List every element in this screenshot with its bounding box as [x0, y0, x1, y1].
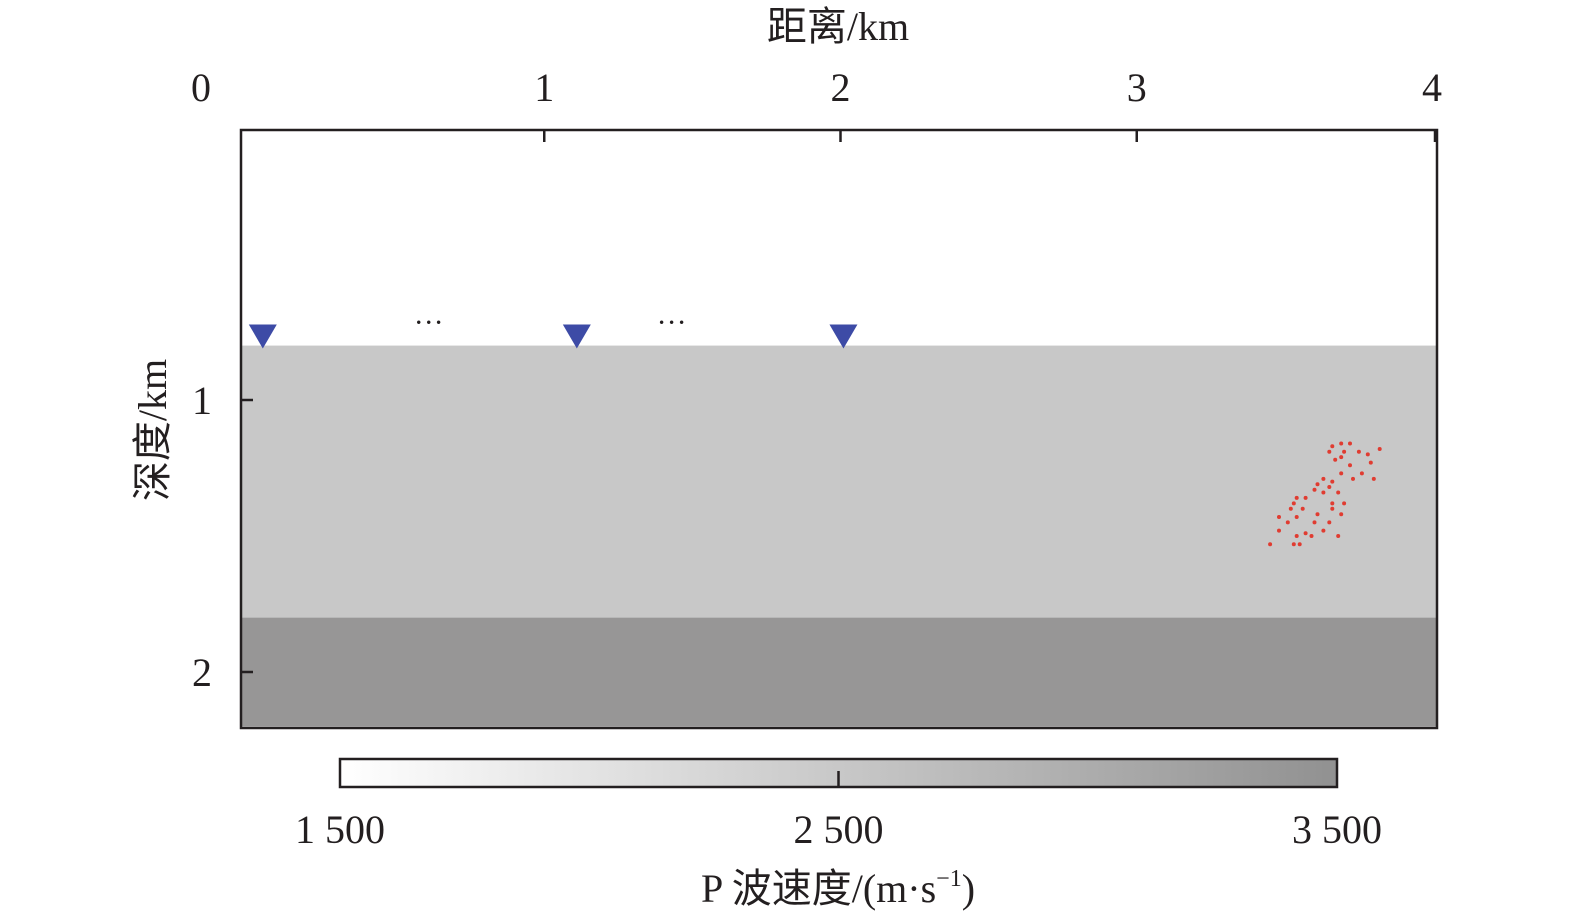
y-axis-ticks: 12 — [192, 378, 253, 695]
colorbar-tick-label: 2 500 — [794, 807, 884, 852]
velocity-layers — [241, 130, 1437, 727]
source-point — [1356, 449, 1361, 454]
source-point — [1339, 441, 1344, 446]
source-point — [1285, 520, 1290, 525]
source-point — [1371, 476, 1376, 481]
source-point — [1321, 476, 1326, 481]
source-point — [1294, 515, 1299, 519]
y-tick-label: 2 — [192, 650, 212, 695]
ellipsis-marks: ··· ··· — [414, 306, 687, 339]
source-point — [1351, 476, 1355, 481]
colorbar-tick-label: 1 500 — [295, 807, 385, 852]
source-point — [1294, 534, 1299, 538]
source-point — [1342, 501, 1347, 506]
source-point — [1339, 471, 1344, 476]
source-point — [1312, 520, 1317, 525]
source-point — [1342, 449, 1347, 454]
source-point — [1339, 455, 1344, 460]
velocity-layer-2 — [241, 345, 1437, 618]
source-point — [1348, 463, 1352, 468]
source-point — [1330, 479, 1335, 484]
y-tick-label: 1 — [192, 378, 212, 423]
source-point — [1368, 460, 1373, 465]
source-point — [1303, 531, 1308, 536]
source-point — [1268, 542, 1273, 547]
colorbar-ticks: 1 500 2 500 3 500 — [295, 771, 1382, 852]
velocity-layer-3 — [241, 617, 1437, 727]
source-point — [1315, 482, 1320, 487]
receiver-triangle-icon — [829, 324, 858, 349]
x-tick-label: 3 — [1127, 65, 1147, 110]
receiver-triangle-icon — [248, 324, 277, 349]
source-point — [1359, 471, 1364, 476]
ellipsis-mark: ··· — [414, 306, 444, 339]
source-point — [1315, 512, 1320, 517]
source-point — [1330, 506, 1335, 511]
plot-frame — [239, 128, 1439, 730]
x-tick-label: 4 — [1422, 65, 1442, 110]
y-axis-title: 深度/km — [130, 359, 175, 501]
source-point — [1303, 495, 1308, 500]
colorbar-tick-label: 3 500 — [1292, 807, 1382, 852]
source-point — [1297, 542, 1302, 547]
source-point — [1300, 506, 1305, 511]
velocity-layer-1 — [241, 130, 1437, 346]
source-point — [1330, 501, 1335, 506]
receiver-markers — [248, 324, 858, 349]
source-point — [1365, 452, 1370, 457]
source-point — [1333, 457, 1338, 462]
source-point — [1330, 444, 1335, 449]
seismic-sources — [1268, 441, 1382, 547]
x-tick-label: 0 — [191, 65, 211, 110]
source-point — [1336, 490, 1341, 495]
source-point — [1277, 515, 1281, 519]
source-point — [1339, 512, 1344, 517]
source-point — [1312, 487, 1317, 492]
x-tick-label: 1 — [534, 65, 554, 110]
ellipsis-mark: ··· — [657, 306, 687, 339]
source-point — [1291, 501, 1296, 506]
source-point — [1327, 485, 1332, 489]
x-axis-ticks: 0 1 2 3 4 — [191, 65, 1442, 142]
source-point — [1291, 542, 1296, 547]
colorbar-title: P 波速度/(m·s−1) — [701, 866, 975, 911]
source-point — [1348, 441, 1352, 446]
source-point — [1321, 528, 1326, 533]
source-point — [1336, 534, 1341, 538]
source-point — [1327, 449, 1332, 454]
x-tick-label: 2 — [831, 65, 851, 110]
colorbar-title-close: ) — [962, 866, 975, 911]
colorbar-title-superscript: −1 — [936, 866, 962, 892]
x-axis-title: 距离/km — [767, 4, 909, 49]
source-point — [1288, 506, 1293, 511]
colorbar-title-main: P 波速度/(m·s — [701, 866, 936, 911]
source-point — [1321, 490, 1326, 495]
source-point — [1277, 528, 1281, 533]
source-point — [1294, 495, 1299, 500]
source-point — [1327, 520, 1332, 525]
source-point — [1377, 447, 1382, 451]
source-point — [1309, 534, 1314, 538]
receiver-triangle-icon — [562, 324, 591, 349]
